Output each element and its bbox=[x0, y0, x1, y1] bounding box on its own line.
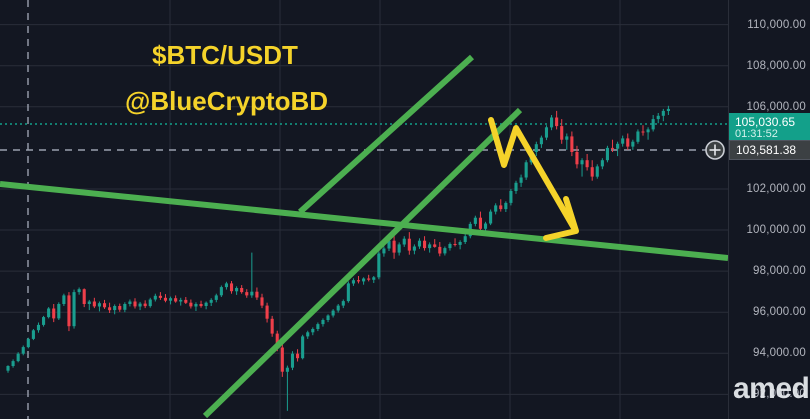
crosshair-plus-icon[interactable] bbox=[703, 138, 727, 162]
ticker-annotation: $BTC/USDT bbox=[152, 40, 298, 70]
candlestick-chart-svg bbox=[0, 0, 728, 419]
last-price-badge: 105,030.65 01:31:52 bbox=[729, 113, 810, 142]
price-tick-label: 92,000.00 bbox=[753, 388, 806, 401]
crosshair-price-badge: 103,581.38 bbox=[729, 140, 810, 160]
forecast-arrow-drawing[interactable] bbox=[488, 117, 579, 241]
price-tick-label: 100,000.00 bbox=[746, 224, 806, 236]
watermark-text: amed bbox=[733, 372, 810, 405]
countdown-timer: 01:31:52 bbox=[735, 128, 778, 140]
price-axis[interactable]: 110,000.00 108,000.00 106,000.00 102,000.00… bbox=[728, 0, 810, 419]
price-tick-label: 108,000.00 bbox=[746, 59, 806, 72]
price-tick-label: 98,000.00 bbox=[753, 265, 806, 278]
price-tick-label: 110,000.00 bbox=[747, 18, 806, 31]
handle-annotation: @BlueCryptoBD bbox=[125, 86, 329, 116]
trendline-drawings[interactable] bbox=[0, 54, 728, 419]
price-tick-label: 96,000.00 bbox=[753, 306, 806, 319]
price-tick-label: 94,000.00 bbox=[753, 347, 806, 360]
price-tick-label: 106,000.00 bbox=[746, 100, 806, 113]
candlestick-series bbox=[6, 105, 670, 411]
horizontal-price-lines bbox=[0, 123, 728, 151]
grid-lines bbox=[0, 0, 728, 419]
last-price-value: 105,030.65 bbox=[735, 115, 796, 129]
price-tick-label: 102,000.00 bbox=[746, 183, 806, 195]
chart-plot-area[interactable]: $BTC/USDT @BlueCryptoBD bbox=[0, 0, 728, 419]
